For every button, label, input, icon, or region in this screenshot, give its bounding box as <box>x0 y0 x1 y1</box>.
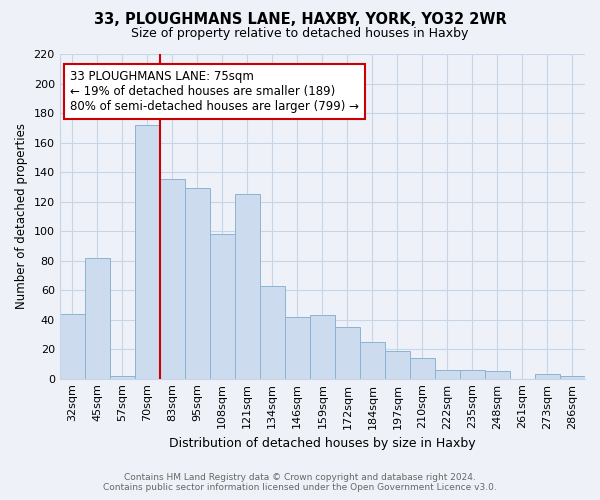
Bar <box>210 234 235 378</box>
Bar <box>160 180 185 378</box>
Bar <box>360 342 385 378</box>
Bar <box>335 327 360 378</box>
Bar <box>310 315 335 378</box>
Bar <box>135 125 160 378</box>
Bar <box>560 376 585 378</box>
Bar <box>59 314 85 378</box>
Bar <box>285 316 310 378</box>
Bar <box>385 350 410 378</box>
Text: Size of property relative to detached houses in Haxby: Size of property relative to detached ho… <box>131 28 469 40</box>
Text: 33 PLOUGHMANS LANE: 75sqm
← 19% of detached houses are smaller (189)
80% of semi: 33 PLOUGHMANS LANE: 75sqm ← 19% of detac… <box>70 70 359 113</box>
Text: Contains HM Land Registry data © Crown copyright and database right 2024.
Contai: Contains HM Land Registry data © Crown c… <box>103 473 497 492</box>
Bar <box>235 194 260 378</box>
Bar <box>410 358 435 378</box>
Y-axis label: Number of detached properties: Number of detached properties <box>15 124 28 310</box>
X-axis label: Distribution of detached houses by size in Haxby: Distribution of detached houses by size … <box>169 437 476 450</box>
Bar <box>85 258 110 378</box>
Bar <box>260 286 285 378</box>
Bar <box>435 370 460 378</box>
Bar <box>110 376 135 378</box>
Bar <box>535 374 560 378</box>
Text: 33, PLOUGHMANS LANE, HAXBY, YORK, YO32 2WR: 33, PLOUGHMANS LANE, HAXBY, YORK, YO32 2… <box>94 12 506 28</box>
Bar <box>485 372 510 378</box>
Bar <box>460 370 485 378</box>
Bar <box>185 188 210 378</box>
